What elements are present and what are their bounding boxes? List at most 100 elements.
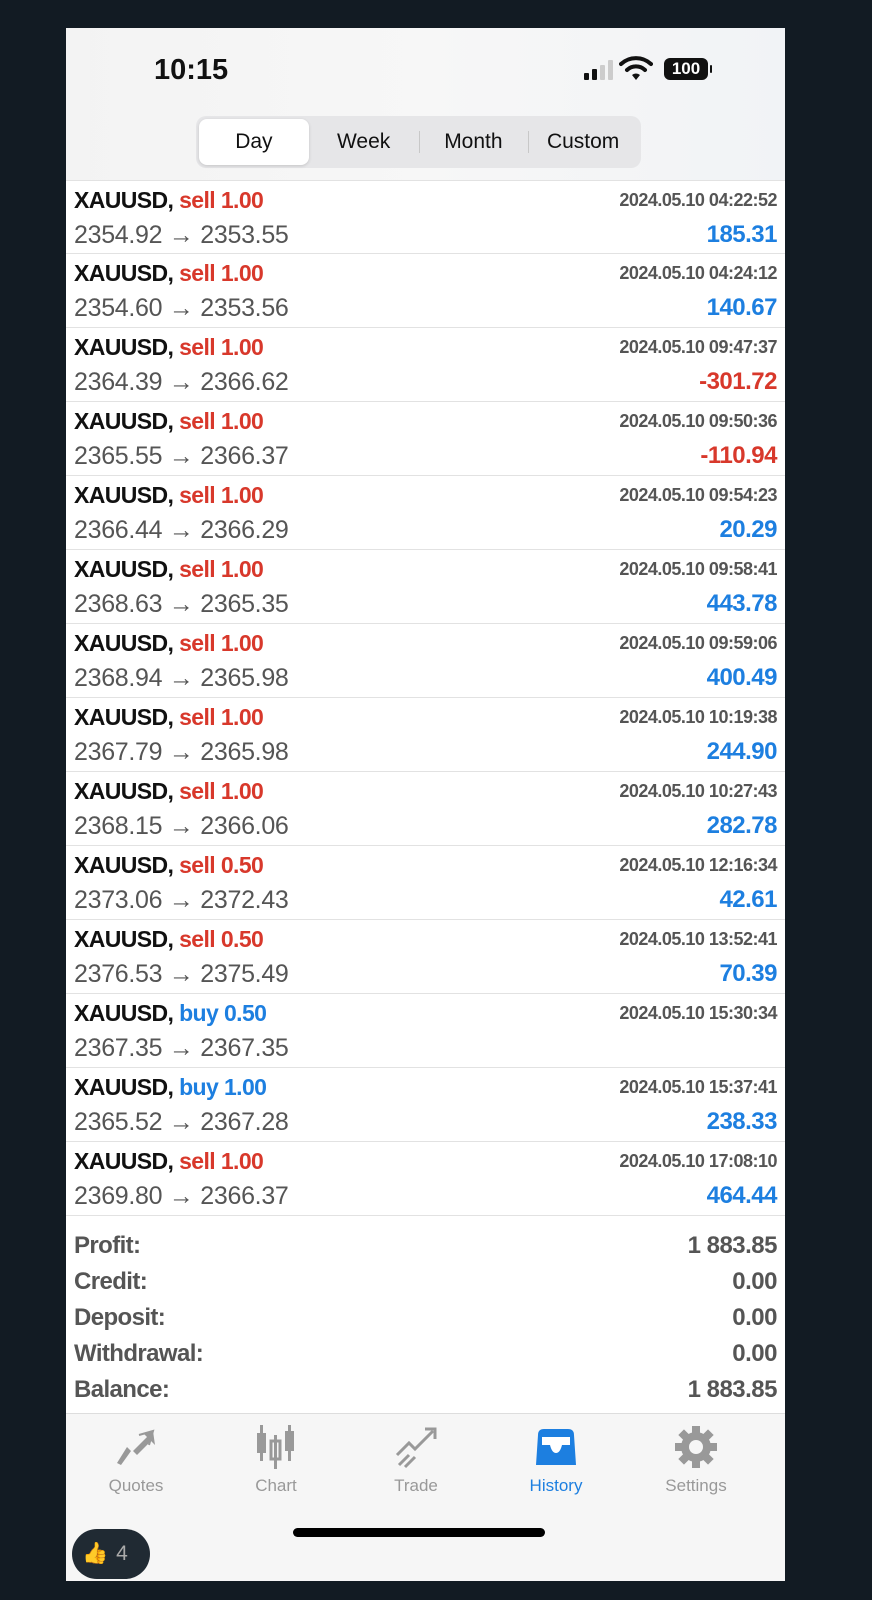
deal-side: sell 1.00 xyxy=(179,482,264,508)
deal-prices: 2367.35 → 2367.35 xyxy=(74,1034,289,1062)
summary-value: 0.00 xyxy=(732,1304,777,1331)
deal-row[interactable]: XAUUSD, sell 1.00 2024.05.10 04:22:52 23… xyxy=(66,180,785,254)
trade-icon xyxy=(395,1427,437,1469)
header: 10:15 100 Day Week Month Custom xyxy=(66,28,785,180)
deal-side: sell 1.00 xyxy=(179,334,264,360)
deal-symbol: XAUUSD, sell 0.50 xyxy=(74,926,264,952)
summary: Profit: 1 883.85 Credit: 0.00 Deposit: 0.00 Wi… xyxy=(66,1228,785,1408)
summary-row: Withdrawal: 0.00 xyxy=(66,1336,785,1372)
summary-label: Deposit: xyxy=(74,1304,166,1331)
deal-time: 2024.05.10 15:37:41 xyxy=(619,1077,777,1097)
segment-month[interactable]: Month xyxy=(418,119,529,165)
deal-row[interactable]: XAUUSD, sell 1.00 2024.05.10 17:08:10 23… xyxy=(66,1142,785,1216)
deal-side: buy 1.00 xyxy=(179,1074,267,1100)
deal-row[interactable]: XAUUSD, buy 1.00 2024.05.10 15:37:41 236… xyxy=(66,1068,785,1142)
reaction-count: 4 xyxy=(116,1542,128,1565)
deal-row[interactable]: XAUUSD, sell 1.00 2024.05.10 09:54:23 23… xyxy=(66,476,785,550)
deal-side: sell 1.00 xyxy=(179,704,264,730)
thumbs-up-icon: 👍 xyxy=(82,1542,109,1565)
deal-prices: 2365.55 → 2366.37 xyxy=(74,442,289,470)
deal-time: 2024.05.10 10:19:38 xyxy=(619,707,777,727)
summary-value: 1 883.85 xyxy=(687,1232,778,1259)
wifi-icon xyxy=(619,56,653,80)
deal-profit: 282.78 xyxy=(706,812,778,839)
deal-side: sell 1.00 xyxy=(179,1148,264,1174)
deal-row[interactable]: XAUUSD, sell 1.00 2024.05.10 10:19:38 23… xyxy=(66,698,785,772)
deal-side: sell 0.50 xyxy=(179,926,264,952)
deal-symbol: XAUUSD, sell 1.00 xyxy=(74,704,264,730)
deal-row[interactable]: XAUUSD, sell 1.00 2024.05.10 09:59:06 23… xyxy=(66,624,785,698)
deal-time: 2024.05.10 10:27:43 xyxy=(619,781,777,801)
reaction-badge[interactable]: 👍 4 xyxy=(72,1529,150,1579)
summary-value: 1 883.85 xyxy=(687,1376,778,1403)
tab-trade[interactable]: Trade xyxy=(356,1424,476,1496)
period-segmented-control: Day Week Month Custom xyxy=(196,116,641,168)
deal-profit: -110.94 xyxy=(700,442,777,469)
deal-side: sell 1.00 xyxy=(179,778,264,804)
deal-prices: 2368.15 → 2366.06 xyxy=(74,812,289,840)
deal-symbol: XAUUSD, buy 0.50 xyxy=(74,1000,267,1026)
deal-row[interactable]: XAUUSD, sell 1.00 2024.05.10 09:58:41 23… xyxy=(66,550,785,624)
deal-symbol: XAUUSD, sell 1.00 xyxy=(74,1148,264,1174)
deal-symbol: XAUUSD, sell 1.00 xyxy=(74,630,264,656)
status-time: 10:15 xyxy=(154,54,229,86)
deal-prices: 2354.60 → 2353.56 xyxy=(74,294,289,322)
deal-profit: 20.29 xyxy=(719,516,777,543)
summary-row: Credit: 0.00 xyxy=(66,1264,785,1300)
summary-row: Balance: 1 883.85 xyxy=(66,1372,785,1408)
deal-row[interactable]: XAUUSD, sell 1.00 2024.05.10 04:24:12 23… xyxy=(66,254,785,328)
deal-time: 2024.05.10 09:50:36 xyxy=(619,411,777,431)
phone-screen: 10:15 100 Day Week Month Custom XAUUSD, … xyxy=(66,28,785,1581)
deal-symbol: XAUUSD, sell 1.00 xyxy=(74,778,264,804)
tab-bar: Quotes Chart Trade History Settings xyxy=(66,1413,785,1581)
deal-profit: 70.39 xyxy=(719,960,777,987)
deal-time: 2024.05.10 12:16:34 xyxy=(619,855,777,875)
deal-row[interactable]: XAUUSD, sell 0.50 2024.05.10 13:52:41 23… xyxy=(66,920,785,994)
summary-value: 0.00 xyxy=(732,1340,777,1367)
deal-side: sell 1.00 xyxy=(179,187,264,213)
segment-custom[interactable]: Custom xyxy=(528,119,638,165)
deal-profit: 185.31 xyxy=(706,221,778,248)
summary-value: 0.00 xyxy=(732,1268,777,1295)
deal-row[interactable]: XAUUSD, sell 1.00 2024.05.10 09:47:37 23… xyxy=(66,328,785,402)
deal-symbol: XAUUSD, sell 1.00 xyxy=(74,260,264,286)
deal-prices: 2368.94 → 2365.98 xyxy=(74,664,289,692)
deal-side: sell 1.00 xyxy=(179,260,264,286)
tab-history[interactable]: History xyxy=(496,1424,616,1496)
battery-icon: 100 xyxy=(664,58,712,80)
deal-profit: 464.44 xyxy=(706,1182,778,1209)
deal-row[interactable]: XAUUSD, sell 0.50 2024.05.10 12:16:34 23… xyxy=(66,846,785,920)
deal-prices: 2354.92 → 2353.55 xyxy=(74,221,289,249)
summary-row: Profit: 1 883.85 xyxy=(66,1228,785,1264)
gear-icon xyxy=(675,1426,717,1468)
tab-quotes[interactable]: Quotes xyxy=(76,1424,196,1496)
summary-row: Deposit: 0.00 xyxy=(66,1300,785,1336)
deal-symbol: XAUUSD, sell 1.00 xyxy=(74,556,264,582)
deal-prices: 2365.52 → 2367.28 xyxy=(74,1108,289,1136)
deal-profit: 400.49 xyxy=(706,664,778,691)
deal-row[interactable]: XAUUSD, buy 0.50 2024.05.10 15:30:34 236… xyxy=(66,994,785,1068)
deal-prices: 2366.44 → 2366.29 xyxy=(74,516,289,544)
deal-time: 2024.05.10 13:52:41 xyxy=(619,929,777,949)
summary-label: Balance: xyxy=(74,1376,170,1403)
tab-chart[interactable]: Chart xyxy=(216,1424,336,1496)
deal-prices: 2367.79 → 2365.98 xyxy=(74,738,289,766)
deal-row[interactable]: XAUUSD, sell 1.00 2024.05.10 10:27:43 23… xyxy=(66,772,785,846)
tab-settings[interactable]: Settings xyxy=(636,1424,756,1496)
deal-prices: 2369.80 → 2366.37 xyxy=(74,1182,289,1210)
summary-label: Withdrawal: xyxy=(74,1340,204,1367)
deal-profit: 140.67 xyxy=(706,294,778,321)
signal-icon xyxy=(584,60,613,80)
segment-week[interactable]: Week xyxy=(336,130,391,153)
deals-list: XAUUSD, sell 1.00 2024.05.10 04:22:52 23… xyxy=(66,180,785,1216)
deal-time: 2024.05.10 09:47:37 xyxy=(619,337,777,357)
deal-prices: 2373.06 → 2372.43 xyxy=(74,886,289,914)
deal-side: sell 1.00 xyxy=(179,556,264,582)
deal-symbol: XAUUSD, buy 1.00 xyxy=(74,1074,267,1100)
segment-day[interactable]: Day xyxy=(199,119,309,165)
deal-side: sell 1.00 xyxy=(179,408,264,434)
deal-row[interactable]: XAUUSD, sell 1.00 2024.05.10 09:50:36 23… xyxy=(66,402,785,476)
deal-prices: 2364.39 → 2366.62 xyxy=(74,368,289,396)
deal-prices: 2376.53 → 2375.49 xyxy=(74,960,289,988)
home-indicator xyxy=(293,1528,545,1537)
